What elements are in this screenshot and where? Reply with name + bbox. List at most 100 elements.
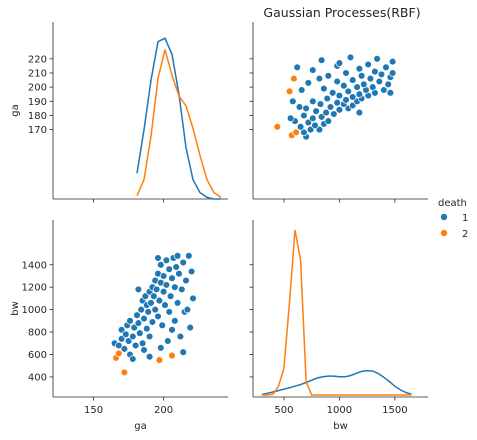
- scatter-point-ga-bw: [151, 305, 159, 314]
- scatter-point-bw-ga: [373, 55, 381, 63]
- scatter-point-ga-bw: [187, 267, 196, 276]
- scatter-point-ga-bw: [168, 326, 176, 334]
- scatter-point-ga-bw: [141, 292, 150, 300]
- scatter-point-ga-bw: [138, 339, 147, 348]
- scatter-point-ga-bw: [154, 254, 162, 262]
- scatter-point-bw-ga: [335, 106, 344, 114]
- scatter-point-bw-ga: [384, 80, 392, 89]
- scatter-point-bw-ga: [355, 64, 364, 73]
- scatter-point-ga-bw: [166, 292, 175, 300]
- scatter-point-ga-bw: [140, 314, 148, 323]
- scatter-point-bw-ga: [335, 59, 344, 67]
- scatter-point-ga-bw: [158, 321, 166, 330]
- legend-title: death: [438, 198, 467, 209]
- scatter-point-ga-bw: [155, 296, 164, 305]
- scatter-point-bw-ga: [323, 94, 331, 103]
- scatter-point-bw-ga: [326, 103, 335, 111]
- scatter-point-ga-bw: [143, 324, 151, 333]
- kde-curve-bw-series-2: [261, 229, 412, 396]
- scatter-point-bw-ga: [371, 67, 379, 76]
- scatter-point-ga-bw: [136, 329, 144, 337]
- scatter-point-bw-ga: [382, 63, 390, 72]
- scatter-point-ga-bw: [124, 337, 133, 345]
- scatter-point-bw-ga: [333, 77, 341, 86]
- scatter-point-bw-ga: [366, 74, 375, 83]
- scatter-point-bw-ga: [320, 84, 328, 93]
- x-axis-label: ga: [134, 421, 146, 432]
- x-axis-label: bw: [333, 421, 348, 432]
- scatter-point-bw-ga: [364, 60, 372, 69]
- scatter-point-ga-bw: [162, 281, 171, 289]
- y-tick-label: 210: [28, 68, 47, 79]
- scatter-point-ga-bw: [129, 355, 137, 363]
- scatter-point-bw-ga: [375, 77, 384, 86]
- scatter-point-bw-ga: [353, 83, 361, 91]
- scatter-point-bw-ga: [355, 108, 364, 117]
- scatter-point-ga-bw: [148, 318, 157, 326]
- kde-curve-ga-series-2: [136, 49, 222, 199]
- scatter-point-bw-ga: [335, 91, 344, 100]
- y-tick-label: 1000: [22, 305, 47, 316]
- scatter-point-ga-bw: [173, 299, 182, 307]
- scatter-point-ga-bw: [115, 341, 123, 350]
- scatter-point-ga-bw: [137, 305, 145, 314]
- scatter-point-bw-ga: [304, 118, 313, 127]
- scatter-point-ga-bw: [134, 319, 143, 327]
- scatter-point-bw-ga: [293, 63, 301, 72]
- y-tick-label: 180: [28, 111, 47, 122]
- y-tick-label: 170: [28, 125, 47, 136]
- scatter-point-bw-ga: [302, 104, 310, 113]
- scatter-point-bw-ga: [380, 86, 388, 94]
- scatter-point-ga-bw: [157, 344, 165, 352]
- scatter-point-ga-bw: [182, 276, 190, 285]
- scatter-point-ga-bw: [129, 332, 137, 341]
- legend-label-1: 1: [462, 213, 468, 224]
- kde-curve-ga-series-1: [136, 37, 221, 200]
- scatter-point-ga-bw: [159, 272, 168, 280]
- scatter-point-bw-ga: [388, 69, 397, 77]
- scatter-point-bw-ga: [273, 123, 282, 131]
- scatter-point-bw-ga: [315, 74, 324, 83]
- scatter-point-ga-bw: [168, 274, 176, 282]
- scatter-point-ga-bw: [165, 308, 173, 316]
- scatter-point-ga-bw: [165, 265, 173, 273]
- scatter-point-bw-ga: [355, 90, 364, 98]
- scatter-point-bw-ga: [297, 86, 306, 94]
- scatter-point-bw-ga: [317, 56, 326, 64]
- scatter-point-ga-bw: [161, 301, 169, 309]
- scatter-point-ga-bw: [144, 308, 152, 316]
- y-tick-label: 200: [28, 83, 47, 94]
- scatter-point-bw-ga: [312, 107, 320, 115]
- scatter-point-ga-bw: [120, 345, 129, 353]
- scatter-point-ga-bw: [157, 261, 165, 269]
- y-tick-label: 800: [28, 328, 47, 339]
- scatter-point-bw-ga: [333, 98, 341, 107]
- chart-title: Gaussian Processes(RBF): [263, 5, 420, 20]
- scatter-point-ga-bw: [171, 317, 179, 325]
- scatter-point-ga-bw: [179, 348, 187, 356]
- scatter-point-ga-bw: [168, 351, 176, 360]
- legend-marker-2: [439, 228, 448, 237]
- scatter-point-bw-ga: [300, 111, 308, 120]
- scatter-point-bw-ga: [388, 57, 397, 66]
- scatter-point-ga-bw: [117, 335, 126, 343]
- panel-layer: 170 180 190 200 210 220 ga 400 600 800 1000 1200 140…: [10, 22, 428, 432]
- scatter-point-ga-bw: [145, 352, 154, 361]
- legend-marker-1: [439, 212, 448, 221]
- scatter-point-bw-ga: [285, 87, 294, 96]
- scatter-point-bw-ga: [328, 89, 337, 97]
- y-tick-label: 220: [28, 54, 47, 65]
- scatter-point-bw-ga: [296, 123, 305, 131]
- scatter-point-ga-bw: [155, 356, 164, 364]
- scatter-point-ga-bw: [172, 263, 180, 271]
- scatter-point-bw-ga: [342, 96, 350, 104]
- scatter-point-bw-ga: [386, 89, 395, 97]
- scatter-point-ga-bw: [173, 252, 182, 260]
- x-tick-label: 500: [274, 405, 293, 416]
- scatter-point-bw-ga: [322, 108, 330, 117]
- scatter-point-ga-bw: [150, 292, 158, 300]
- scatter-point-ga-bw: [189, 294, 197, 303]
- scatter-point-bw-ga: [311, 121, 319, 130]
- x-tick-label: 150: [84, 405, 103, 416]
- scatter-point-ga-bw: [178, 285, 186, 294]
